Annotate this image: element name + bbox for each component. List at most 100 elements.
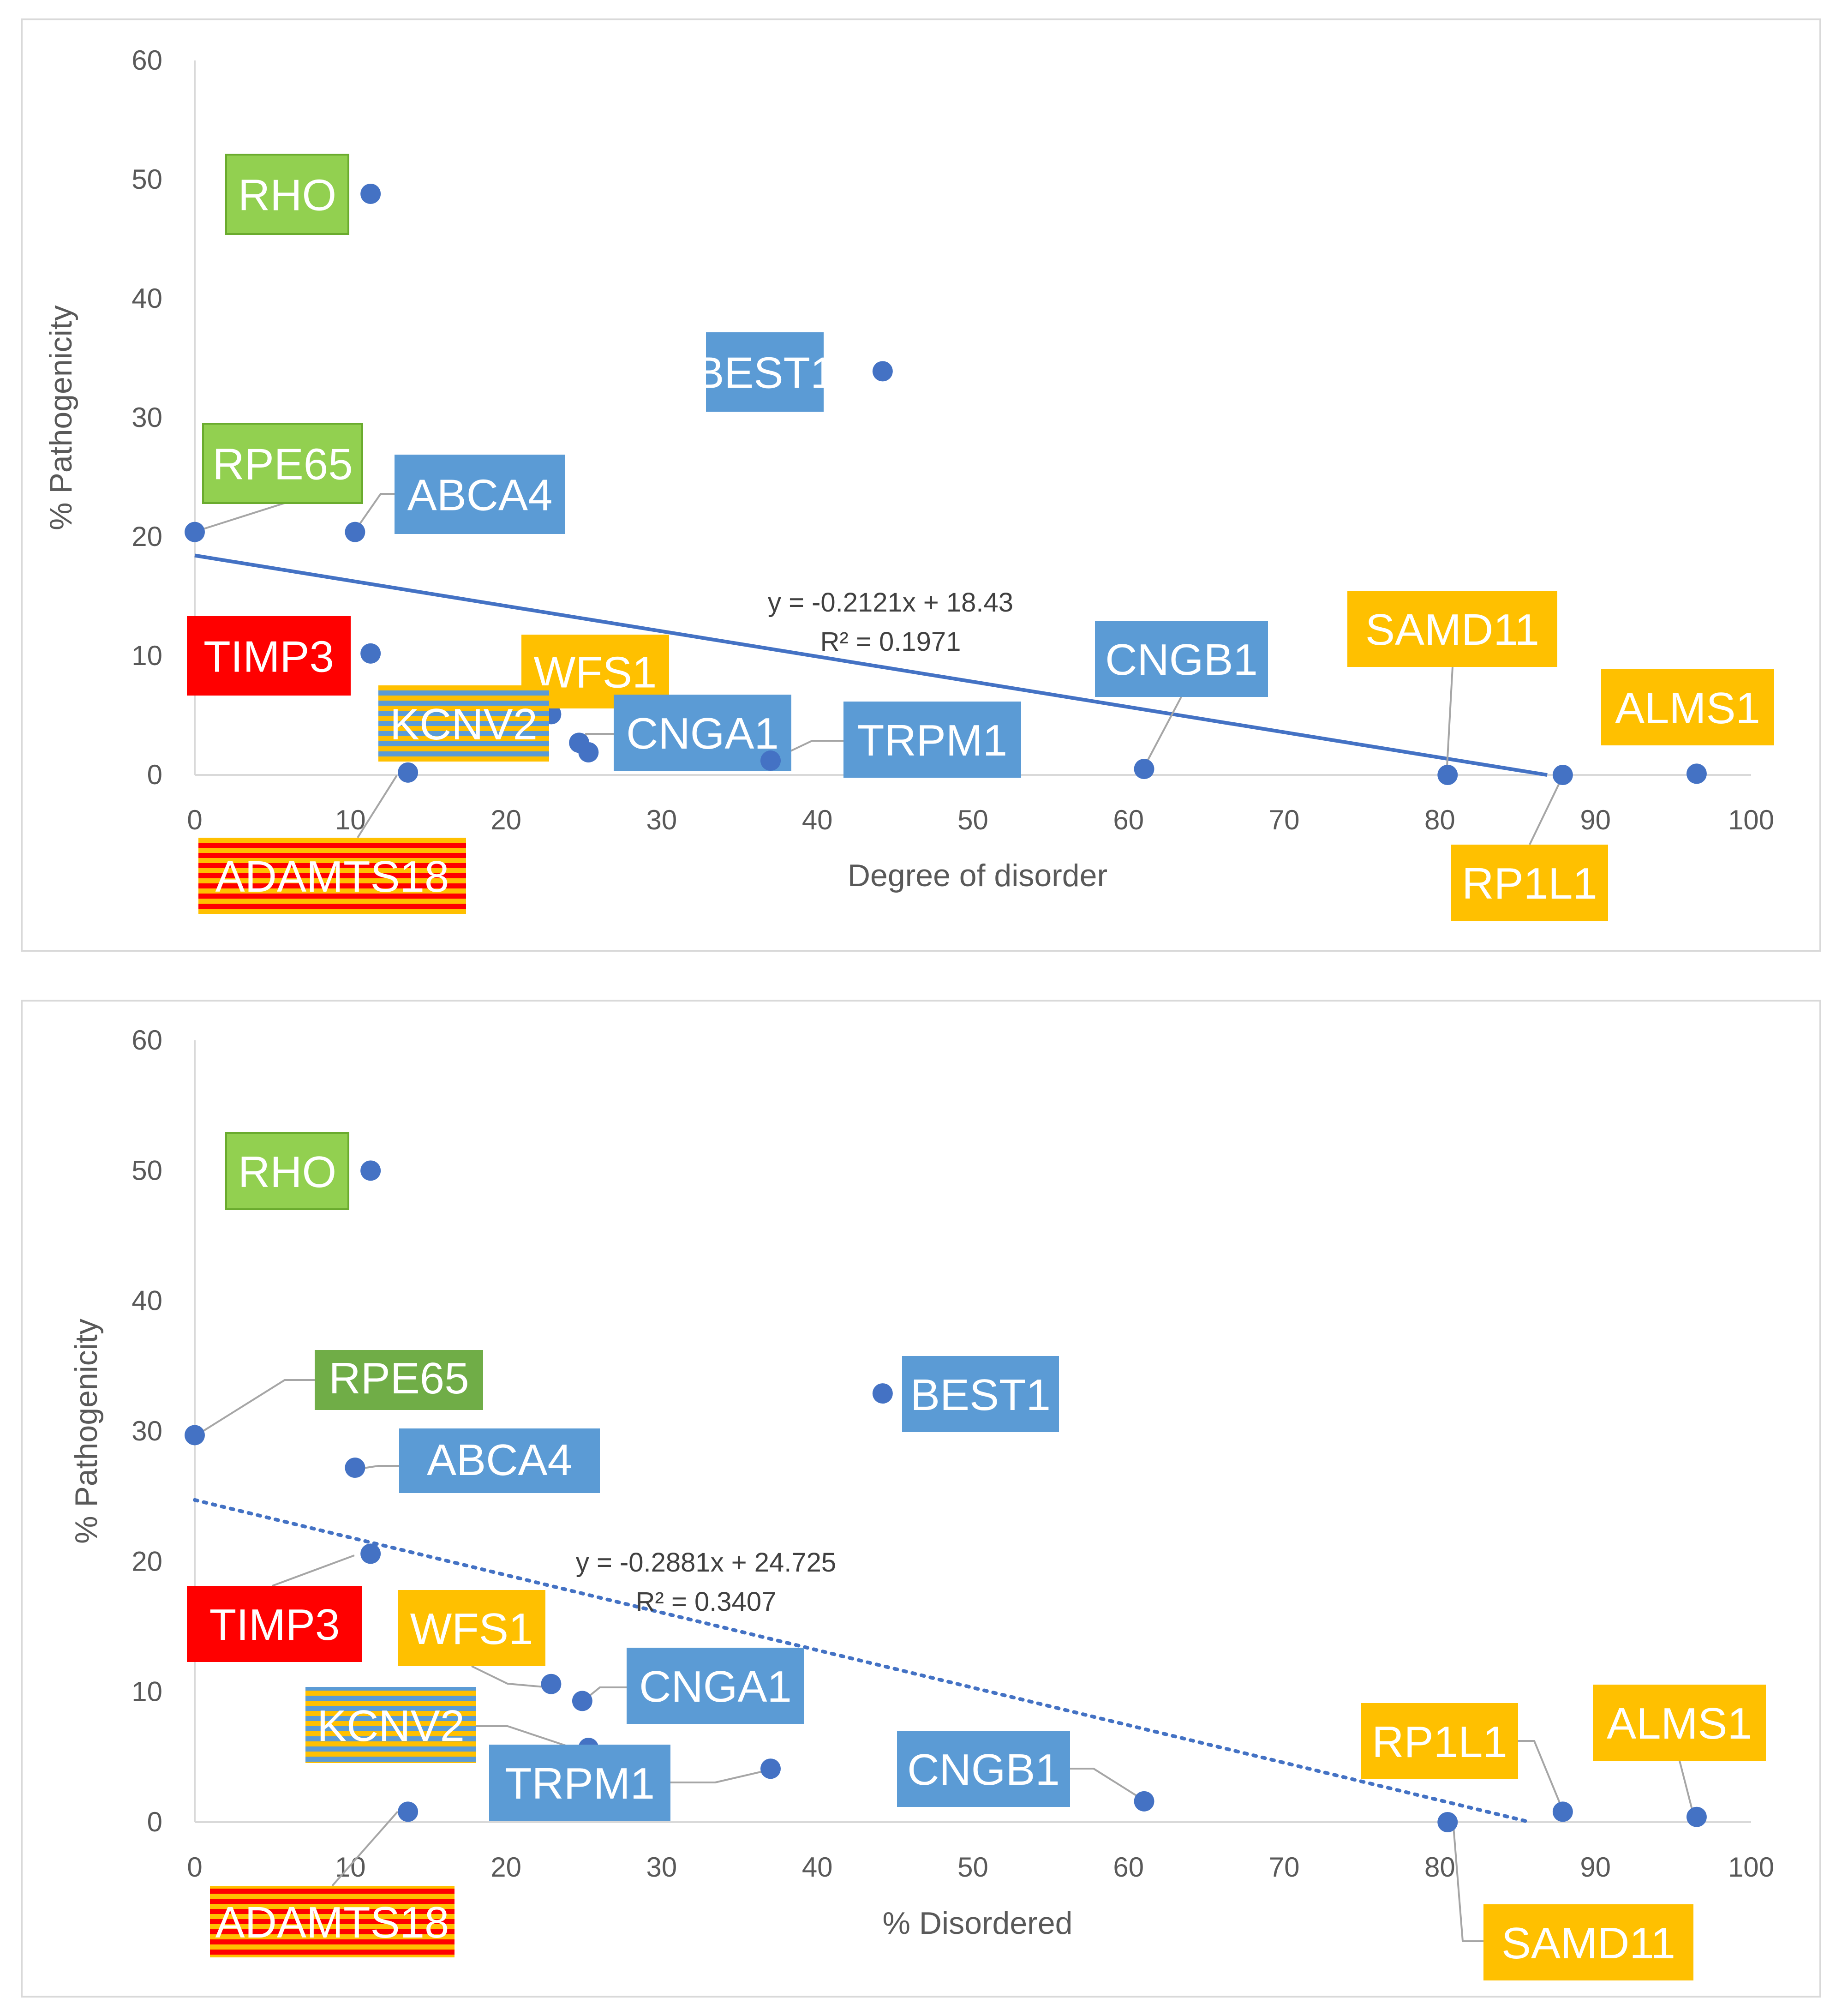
chart-2-data-label-kcnv2: KCNV2 (317, 1701, 465, 1751)
chart-2-trendline (193, 1498, 1532, 1824)
chart-1-x-axis-title: Degree of disorder (848, 858, 1107, 893)
chart-2-data-point-adamts18 (398, 1801, 419, 1822)
chart-1-x-tick-label: 20 (490, 804, 521, 835)
chart-1-data-point-adamts18 (398, 762, 419, 783)
chart-1-label-box-best1 (706, 332, 824, 412)
chart-2-x-tick-label: 40 (802, 1852, 833, 1883)
chart-1-x-tick-label: 40 (802, 804, 833, 835)
chart-1-x-tick-label: 50 (957, 804, 988, 835)
chart-2-y-tick-label: 0 (147, 1806, 162, 1837)
chart-2-data-point-alms1 (1686, 1806, 1707, 1827)
chart-1-y-tick-label: 60 (132, 45, 162, 76)
chart-1-data-point-trpm1 (760, 750, 781, 771)
chart-2-label-box-adamts18 (210, 1886, 455, 1957)
chart-2-label-box-rpe65 (315, 1350, 483, 1410)
chart-1-y-tick-label: 40 (132, 283, 162, 314)
chart-2-label-box-abca4 (399, 1428, 600, 1493)
chart-1-y-tick-label: 0 (147, 759, 162, 790)
chart-2-data-label-abca4: ABCA4 (427, 1435, 572, 1485)
chart-1-x-tick-label: 100 (1728, 804, 1774, 835)
chart-2-data-label-rp1l1: RP1L1 (1372, 1717, 1507, 1767)
chart-2-data-label-best1: BEST1 (910, 1370, 1051, 1420)
chart-2-data-point-cngb1 (1134, 1791, 1154, 1812)
chart-1-data-point-cnga1 (578, 742, 599, 762)
chart-2-x-axis-title: % Disordered (883, 1906, 1073, 1941)
chart-2-leader-line-timp3 (272, 1554, 355, 1587)
chart-2-label-box-rho (225, 1132, 349, 1210)
chart-1-data-label-kcnv2: KCNV2 (390, 700, 538, 749)
chart-1-x-tick-label: 0 (187, 804, 202, 835)
chart-2-x-tick-label: 0 (187, 1852, 202, 1883)
chart-1-data-point-cngb1 (1134, 759, 1154, 780)
chart-2-leader-line-kcnv2 (476, 1725, 577, 1750)
chart-1-data-label-timp3: TIMP3 (203, 632, 334, 682)
chart-2-x-tick-label: 70 (1269, 1852, 1300, 1883)
chart-2-label-box-wfs1 (398, 1590, 545, 1666)
chart-2-leader-line-wfs1 (471, 1665, 550, 1688)
chart-2-data-point-samd11 (1437, 1812, 1458, 1832)
chart-2-x-tick-label: 20 (490, 1852, 521, 1883)
chart-2-data-label-timp3: TIMP3 (209, 1600, 340, 1650)
chart-1-x-tick-label: 70 (1269, 804, 1300, 835)
chart-2-label-box-cnga1 (627, 1648, 804, 1724)
chart-1-y-tick-label: 30 (132, 402, 162, 433)
chart-2-data-point-rpe65 (185, 1425, 205, 1446)
chart-2-y-tick-label: 10 (132, 1676, 162, 1707)
chart-1-x-tick-label: 10 (335, 804, 366, 835)
chart-1-leader-line-abca4 (353, 493, 395, 533)
chart-2-x-tick-label: 80 (1424, 1852, 1455, 1883)
chart-1-x-tick-label: 60 (1113, 804, 1144, 835)
chart-1-leader-line-cngb1 (1142, 696, 1182, 769)
chart-2-leader-line-rpe65 (194, 1379, 315, 1437)
chart-2-x-tick-label: 100 (1728, 1852, 1774, 1883)
chart-1-label-box-trpm1 (843, 702, 1021, 778)
chart-2-x-tick-label: 30 (646, 1852, 677, 1883)
chart-2-data-point-abca4 (345, 1458, 365, 1478)
chart-2-y-tick-label: 50 (132, 1155, 162, 1186)
chart-2-data-label-alms1: ALMS1 (1607, 1699, 1752, 1748)
chart-2-data-label-adamts18: ADAMTS18 (215, 1898, 449, 1947)
chart-1-leader-line-rpe65 (194, 502, 285, 533)
chart-1-r-squared-label: R² = 0.1971 (820, 627, 961, 657)
chart-1-data-label-wfs1: WFS1 (534, 648, 657, 697)
chart-2-data-point-rho (360, 1160, 381, 1181)
chart-2-label-box-alms1 (1593, 1685, 1766, 1761)
chart-2-data-point-timp3 (360, 1543, 381, 1564)
chart-1-leader-line-adamts18 (357, 774, 398, 839)
chart-1-y-tick-label: 50 (132, 164, 162, 195)
chart-1-data-label-rp1l1: RP1L1 (1462, 859, 1597, 908)
chart-1-data-point-abca4 (345, 522, 365, 542)
chart-1-data-label-best1: BEST1 (694, 348, 835, 398)
chart-1-x-tick-label: 90 (1580, 804, 1611, 835)
chart-2-data-label-rho: RHO (238, 1147, 336, 1197)
chart-2-leader-line-adamts18 (331, 1811, 399, 1887)
chart-2-x-tick-label: 90 (1580, 1852, 1611, 1883)
chart-2-x-tick-label: 60 (1113, 1852, 1144, 1883)
chart-1-data-label-samd11: SAMD11 (1365, 605, 1539, 654)
chart-1-trendline (194, 553, 1548, 777)
chart-1-data-label-adamts18: ADAMTS18 (215, 852, 449, 901)
chart-2-trendline-equation: y = -0.2881x + 24.725 (576, 1548, 836, 1578)
chart-2-y-tick-label: 40 (132, 1285, 162, 1316)
chart-1-label-box-abca4 (395, 455, 565, 534)
chart-1-x-tick-label: 30 (646, 804, 677, 835)
chart-1-y-tick-label: 20 (132, 521, 162, 552)
chart-2-y-tick-label: 20 (132, 1546, 162, 1577)
chart-1-data-label-cnga1: CNGA1 (626, 709, 779, 758)
chart-1-label-box-samd11 (1347, 591, 1557, 667)
chart-2-leader-line-trpm1 (670, 1770, 767, 1783)
chart-1-leader-line-rp1l1 (1529, 774, 1564, 845)
chart-2-x-tick-label: 50 (957, 1852, 988, 1883)
chart-1-label-box-kcnv2 (378, 685, 549, 762)
chart-2-leader-line-rp1l1 (1518, 1740, 1564, 1812)
chart-1-data-point-rp1l1 (1552, 765, 1573, 785)
chart-1-data-label-rpe65: RPE65 (212, 440, 353, 489)
chart-2-label-box-samd11 (1483, 1904, 1693, 1980)
chart-2-label-box-timp3 (187, 1586, 362, 1662)
chart-1-label-box-alms1 (1601, 669, 1774, 745)
chart-2-data-point-rp1l1 (1552, 1801, 1573, 1822)
chart-2-data-label-trpm1: TRPM1 (505, 1759, 655, 1808)
chart-1-data-label-trpm1: TRPM1 (857, 716, 1007, 765)
chart-2-data-point-cnga1 (572, 1691, 592, 1711)
